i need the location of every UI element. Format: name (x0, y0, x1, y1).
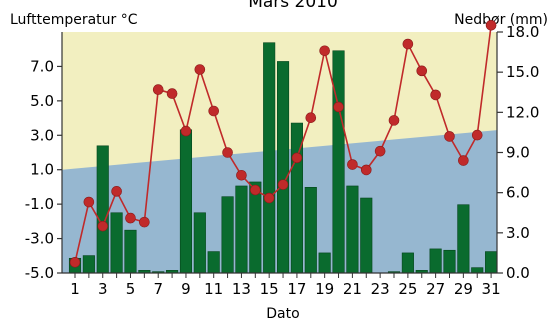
line-point-day-10 (194, 64, 206, 75)
left-tick-labels: 7.0 5.0 3.0 1.0 -1.0 -3.0 -5.0 (25, 57, 62, 282)
precip-bar-day-18 (304, 187, 317, 274)
left-tick-label: -5.0 (25, 264, 54, 282)
precip-bar-day-22 (360, 197, 373, 274)
line-point-day-20 (333, 101, 344, 113)
line-point-day-4 (111, 186, 122, 197)
x-tick-label: 25 (398, 280, 417, 298)
x-tick-label: 3 (98, 280, 108, 298)
line-point-day-7 (152, 84, 164, 95)
x-tick-label: 19 (315, 280, 334, 298)
line-point-day-21 (347, 159, 358, 170)
left-tick-label: 3.0 (30, 126, 54, 144)
line-point-day-23 (374, 145, 386, 157)
line-point-day-16 (277, 179, 289, 190)
left-tick-label: 7.0 (30, 57, 54, 75)
x-tick-label: 17 (287, 280, 306, 298)
line-point-day-29 (458, 155, 469, 166)
x-tick-label: 23 (371, 280, 390, 298)
right-tick-label: 15.0 (506, 63, 539, 81)
right-axis-label: Nedbør (mm) (454, 12, 548, 28)
line-point-day-22 (360, 164, 372, 176)
line-point-day-25 (402, 38, 414, 50)
precip-bar-day-29 (457, 204, 470, 274)
line-point-day-14 (250, 184, 261, 196)
line-point-day-18 (305, 112, 317, 123)
precipitation-line (69, 20, 497, 268)
x-tick-label: 9 (181, 280, 191, 298)
line-point-day-3 (97, 220, 109, 232)
x-tick-label: 29 (454, 280, 473, 298)
right-tick-label: 9.0 (506, 144, 530, 162)
precip-bar-day-20 (332, 50, 345, 274)
x-tick-labels: 1 3 5 7 9 11 13 15 17 19 21 23 25 27 29 31 (70, 273, 501, 298)
right-tick-labels: 18.0 15.0 12.0 9.0 6.0 3.0 0.0 (497, 23, 539, 282)
line-point-day-28 (444, 131, 455, 142)
line-point-day-30 (471, 129, 483, 141)
line-point-day-15 (263, 192, 275, 204)
precip-bar-day-25 (401, 252, 414, 274)
x-tick-label: 13 (232, 280, 251, 298)
precip-bar-day-2 (82, 255, 95, 274)
left-tick-label: -3.0 (25, 230, 54, 248)
line-point-day-6 (139, 216, 150, 228)
left-axis-label: Lufttemperatur °C (10, 12, 138, 28)
line-point-day-27 (430, 89, 441, 101)
x-tick-label: 15 (260, 280, 279, 298)
precip-bar-day-14 (249, 181, 262, 274)
precip-bar-day-19 (318, 252, 331, 274)
precip-bar-day-10 (193, 212, 206, 274)
right-tick-label: 18.0 (506, 23, 539, 41)
right-tick-label: 0.0 (506, 264, 530, 282)
precip-bar-day-15 (263, 42, 276, 274)
x-tick-label: 5 (126, 280, 136, 298)
left-tick-label: 5.0 (30, 92, 54, 110)
precip-bar-day-16 (276, 61, 290, 274)
line-point-day-17 (291, 152, 303, 164)
precip-bar-day-30 (471, 267, 484, 274)
line-point-day-8 (166, 88, 178, 99)
precip-bar-day-9 (179, 129, 193, 274)
line-point-day-12 (222, 147, 233, 158)
precip-bar-day-3 (96, 145, 109, 274)
x-tick-label: 1 (70, 280, 80, 298)
line-point-day-26 (416, 65, 428, 77)
line-point-day-1 (69, 256, 81, 268)
line-point-day-11 (208, 105, 219, 117)
x-tick-label: 7 (153, 280, 163, 298)
right-tick-label: 3.0 (506, 224, 530, 242)
right-tick-label: 6.0 (506, 184, 530, 202)
line-point-day-2 (83, 196, 95, 208)
x-tick-label: 21 (343, 280, 362, 298)
precip-bar-day-31 (485, 251, 498, 274)
chart-title: Mars 2010 (248, 0, 338, 12)
right-tick-label: 12.0 (506, 103, 539, 121)
precip-bar-day-5 (124, 229, 137, 274)
line-point-day-13 (236, 169, 247, 181)
precip-bar-day-13 (235, 185, 248, 274)
precip-bar-day-28 (443, 249, 456, 274)
precip-bar-day-21 (346, 185, 359, 274)
x-tick-label: 31 (482, 280, 501, 298)
x-axis-label: Dato (266, 306, 299, 322)
precip-bar-day-27 (429, 248, 442, 274)
line-point-day-24 (388, 115, 400, 126)
x-tick-label: 27 (426, 280, 445, 298)
line-point-day-5 (125, 212, 136, 224)
line-point-day-19 (319, 45, 330, 57)
left-tick-label: -1.0 (25, 195, 54, 213)
precip-bar-day-4 (110, 212, 123, 274)
line-point-day-9 (180, 125, 192, 137)
left-tick-label: 1.0 (30, 161, 54, 179)
x-tick-label: 11 (204, 280, 223, 298)
precip-bar-day-12 (221, 196, 234, 274)
precip-bar-day-11 (207, 251, 220, 274)
line-point-day-31 (485, 20, 497, 31)
